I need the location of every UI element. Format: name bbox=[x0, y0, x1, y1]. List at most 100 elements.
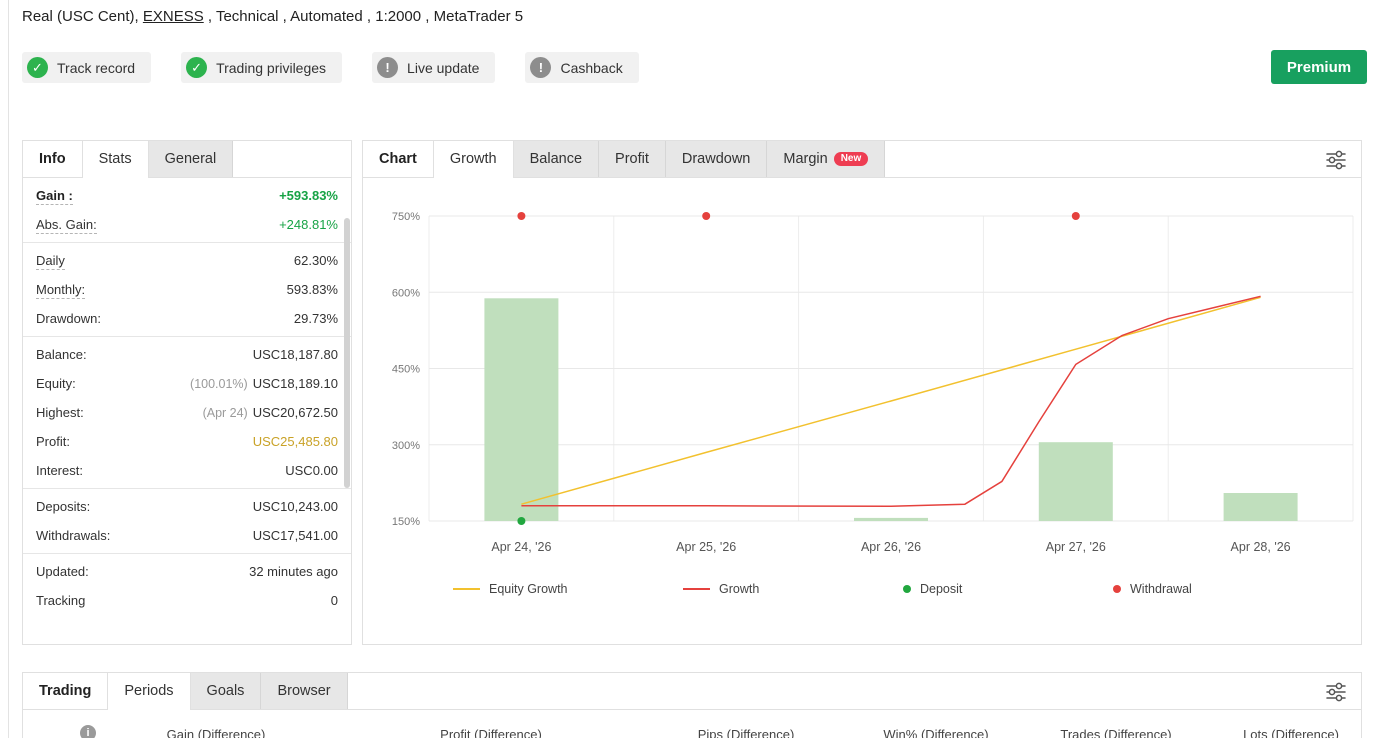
info-icon[interactable]: i bbox=[80, 725, 96, 738]
legend-label: Deposit bbox=[920, 582, 963, 596]
growth-chart[interactable]: 150% 300% 450% 600% 750% Apr 24, '26 Apr 25, '… bbox=[363, 178, 1361, 578]
tab-growth[interactable]: Growth bbox=[432, 141, 514, 178]
trading-tabbar: Trading Periods Goals Browser bbox=[23, 673, 1361, 710]
stat-row-daily: Daily 62.30% bbox=[23, 246, 351, 275]
legend-equity-growth[interactable]: Equity Growth bbox=[453, 582, 568, 596]
stat-label: Highest: bbox=[36, 405, 84, 420]
stats-group-flows: Deposits: USC10,243.00 Withdrawals: USC1… bbox=[23, 489, 351, 554]
stat-label: Balance: bbox=[36, 347, 87, 362]
legend-withdrawal[interactable]: Withdrawal bbox=[1113, 582, 1192, 596]
broker-link[interactable]: EXNESS bbox=[142, 8, 204, 25]
stat-label[interactable]: Monthly: bbox=[36, 281, 86, 299]
stat-value: 593.83% bbox=[286, 282, 338, 297]
stat-label[interactable]: Gain : bbox=[36, 187, 73, 205]
column-header-gain: Gain (Difference) bbox=[166, 727, 266, 738]
stat-value-main: USC18,189.10 bbox=[252, 376, 338, 391]
column-header-win: Win% (Difference) bbox=[883, 727, 989, 738]
premium-button[interactable]: Premium bbox=[1271, 50, 1367, 84]
tab-browser[interactable]: Browser bbox=[261, 673, 348, 709]
new-badge: New bbox=[833, 152, 869, 166]
legend-growth[interactable]: Growth bbox=[683, 582, 759, 596]
badge-label: Live update bbox=[407, 59, 480, 76]
chart-legend: Equity Growth Growth Deposit Withdrawal bbox=[363, 582, 1361, 606]
chart-tabbar: Chart Growth Balance Profit Drawdown Mar… bbox=[363, 141, 1361, 178]
stat-label[interactable]: Daily bbox=[36, 252, 65, 270]
stat-value-main: USC20,672.50 bbox=[252, 405, 338, 420]
stat-row-monthly: Monthly: 593.83% bbox=[23, 275, 351, 304]
stats-scrollbar[interactable] bbox=[344, 218, 350, 488]
svg-text:750%: 750% bbox=[392, 211, 420, 223]
stat-row-gain: Gain : +593.83% bbox=[23, 181, 351, 210]
stat-row-equity: Equity: (100.01%) USC18,189.10 bbox=[23, 369, 351, 398]
badge-track-record[interactable]: ✓ Track record bbox=[22, 52, 152, 83]
stat-label: Tracking bbox=[36, 593, 86, 608]
tab-profit[interactable]: Profit bbox=[599, 141, 666, 177]
account-type: Real (USC Cent), bbox=[22, 8, 143, 25]
growth-line-swatch bbox=[683, 588, 710, 590]
tab-info[interactable]: Info bbox=[39, 151, 66, 167]
stat-value-note: (Apr 24) bbox=[202, 406, 248, 420]
stat-value: 0 bbox=[330, 593, 338, 608]
exclamation-icon: ! bbox=[530, 57, 552, 78]
legend-deposit[interactable]: Deposit bbox=[903, 582, 962, 596]
sliders-icon bbox=[1326, 682, 1346, 702]
account-title-suffix: , Technical , Automated , 1:2000 , MetaT… bbox=[203, 8, 524, 25]
stat-label: Drawdown: bbox=[36, 311, 102, 326]
chart-panel: Chart Growth Balance Profit Drawdown Mar… bbox=[362, 140, 1362, 645]
stat-value: USC25,485.80 bbox=[252, 434, 338, 449]
column-header-trades: Trades (Difference) bbox=[1060, 727, 1172, 738]
stat-value-note: (100.01%) bbox=[190, 377, 248, 391]
stat-label: Updated: bbox=[36, 564, 89, 579]
svg-text:150%: 150% bbox=[392, 516, 420, 528]
tab-chart[interactable]: Chart bbox=[379, 151, 417, 167]
exclamation-icon: ! bbox=[377, 57, 399, 78]
deposit-dot-swatch bbox=[903, 585, 911, 593]
withdrawal-dot-swatch bbox=[1113, 585, 1121, 593]
sliders-icon bbox=[1326, 150, 1346, 170]
tab-general[interactable]: General bbox=[148, 141, 234, 177]
column-header-lots: Lots (Difference) bbox=[1243, 727, 1339, 738]
column-header-pips: Pips (Difference) bbox=[697, 727, 795, 738]
stat-row-drawdown: Drawdown: 29.73% bbox=[23, 304, 351, 333]
svg-text:Apr 24, '26: Apr 24, '26 bbox=[491, 540, 551, 554]
svg-text:Apr 25, '26: Apr 25, '26 bbox=[676, 540, 736, 554]
tab-margin[interactable]: Margin New bbox=[767, 141, 886, 177]
stat-value: (Apr 24) USC20,672.50 bbox=[203, 405, 338, 420]
trading-settings-button[interactable] bbox=[1325, 681, 1347, 703]
badge-live-update[interactable]: ! Live update bbox=[372, 52, 496, 83]
check-icon: ✓ bbox=[186, 57, 208, 78]
stat-label: Profit: bbox=[36, 434, 70, 449]
stats-panel: Info Stats General Gain : +593.83% Abs. … bbox=[22, 140, 352, 645]
stat-label[interactable]: Abs. Gain: bbox=[36, 216, 97, 234]
stat-value: 62.30% bbox=[293, 253, 338, 268]
badge-trading-privileges[interactable]: ✓ Trading privileges bbox=[181, 52, 343, 83]
svg-text:600%: 600% bbox=[392, 287, 420, 299]
stats-group-gain: Gain : +593.83% Abs. Gain: +248.81% bbox=[23, 178, 351, 243]
badge-label: Trading privileges bbox=[216, 59, 327, 76]
tab-periods[interactable]: Periods bbox=[107, 673, 191, 710]
stats-body: Gain : +593.83% Abs. Gain: +248.81% Dail… bbox=[23, 178, 351, 645]
tab-drawdown[interactable]: Drawdown bbox=[665, 141, 768, 177]
account-title: Real (USC Cent), EXNESS , Technical , Au… bbox=[22, 8, 523, 25]
page-left-border bbox=[8, 0, 9, 738]
tab-stats[interactable]: Stats bbox=[81, 141, 149, 178]
stats-group-rates: Daily 62.30% Monthly: 593.83% Drawdown: … bbox=[23, 243, 351, 337]
stat-label: Withdrawals: bbox=[36, 528, 111, 543]
stat-row-updated: Updated: 32 minutes ago bbox=[23, 557, 351, 586]
stats-tabbar: Info Stats General bbox=[23, 141, 351, 178]
stat-row-highest: Highest: (Apr 24) USC20,672.50 bbox=[23, 398, 351, 427]
tab-trading[interactable]: Trading bbox=[39, 683, 92, 699]
badge-label: Track record bbox=[57, 59, 136, 76]
stat-value: USC17,541.00 bbox=[252, 528, 338, 543]
stat-value: USC10,243.00 bbox=[252, 499, 338, 514]
legend-label: Equity Growth bbox=[489, 582, 568, 596]
growth-chart-area: 150% 300% 450% 600% 750% Apr 24, '26 Apr 25, '… bbox=[363, 178, 1361, 645]
tab-goals[interactable]: Goals bbox=[190, 673, 262, 709]
stat-value: 32 minutes ago bbox=[249, 564, 338, 579]
tab-balance[interactable]: Balance bbox=[513, 141, 600, 177]
stat-label: Interest: bbox=[36, 463, 83, 478]
chart-settings-button[interactable] bbox=[1325, 149, 1347, 171]
svg-text:Apr 27, '26: Apr 27, '26 bbox=[1046, 540, 1106, 554]
badge-cashback[interactable]: ! Cashback bbox=[525, 52, 639, 83]
svg-text:Apr 28, '26: Apr 28, '26 bbox=[1231, 540, 1291, 554]
